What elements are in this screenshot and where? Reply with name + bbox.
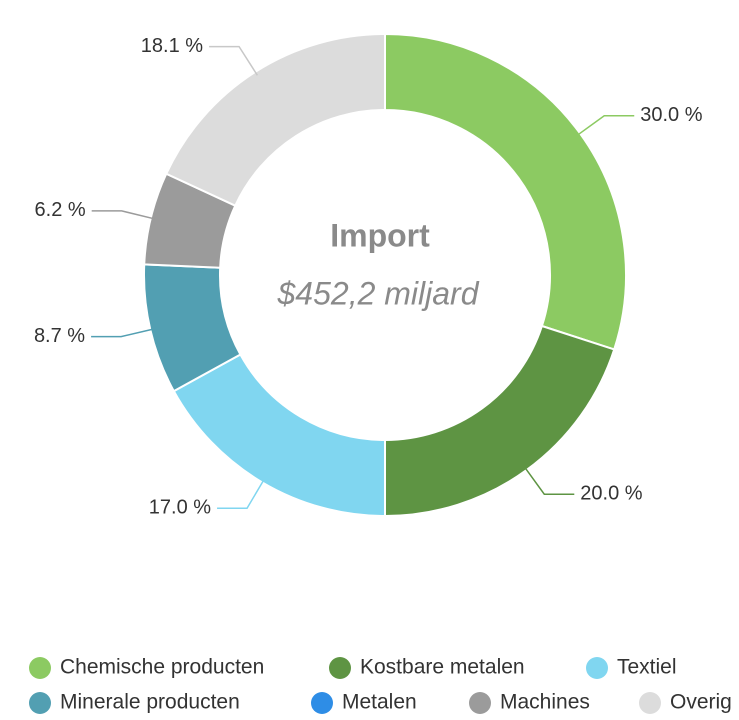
legend-marker [29, 657, 51, 679]
donut-slice [172, 353, 386, 518]
leader-line [209, 45, 259, 76]
data-label: 17.0 % [149, 497, 211, 519]
data-label: 30.0 % [640, 104, 702, 126]
legend-marker [469, 692, 491, 714]
leader-line [91, 210, 155, 220]
legend-label: Kostbare metalen [360, 656, 525, 679]
leader-line [217, 478, 266, 510]
legend-marker [586, 657, 608, 679]
leader-line [523, 466, 575, 495]
legend-label: Machines [500, 691, 590, 714]
legend-label: Minerale producten [60, 691, 240, 714]
center-title: Import [330, 217, 430, 253]
center-subtitle: $452,2 miljard [277, 275, 480, 311]
donut-slice [164, 32, 386, 208]
data-label: 8.7 % [34, 325, 85, 347]
legend-marker [29, 692, 51, 714]
legend-label: Overig [670, 691, 732, 714]
legend-marker [311, 692, 333, 714]
legend-marker [329, 657, 351, 679]
legend-label: Metalen [342, 691, 417, 714]
legend-label: Textiel [617, 656, 677, 679]
data-label: 20.0 % [580, 483, 642, 505]
legend-marker [639, 692, 661, 714]
leader-line [91, 328, 155, 338]
data-label: 6.2 % [35, 199, 86, 221]
legend-label: Chemische producten [60, 656, 264, 679]
data-label: 18.1 % [141, 35, 203, 57]
leader-line [576, 114, 635, 137]
donut-slice [384, 32, 628, 351]
